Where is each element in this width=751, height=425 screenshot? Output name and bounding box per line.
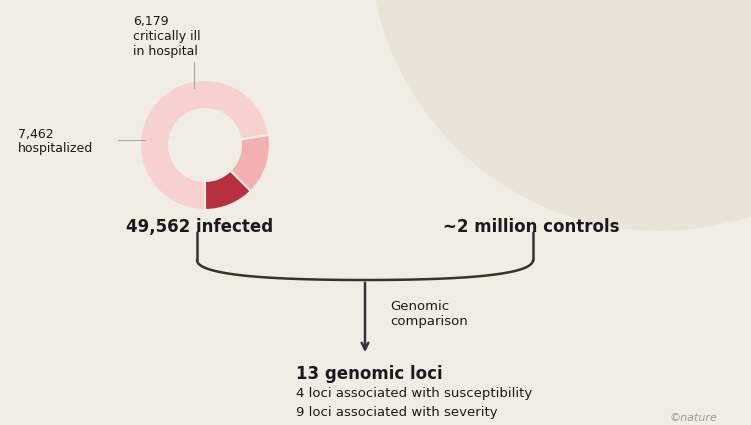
Text: 7,462: 7,462 (18, 128, 53, 141)
Wedge shape (231, 135, 270, 191)
Circle shape (370, 0, 751, 230)
Text: hospitalized: hospitalized (18, 142, 93, 155)
Text: 13 genomic loci: 13 genomic loci (296, 365, 442, 383)
Text: 49,562 infected: 49,562 infected (126, 218, 273, 236)
Text: ~2 million controls: ~2 million controls (443, 218, 620, 236)
Text: 6,179
critically ill
in hospital: 6,179 critically ill in hospital (133, 15, 201, 58)
Text: ©nature: ©nature (669, 413, 717, 423)
Wedge shape (140, 80, 269, 210)
Text: 9 loci associated with severity: 9 loci associated with severity (296, 406, 498, 419)
Wedge shape (205, 170, 251, 210)
Text: 4 loci associated with susceptibility: 4 loci associated with susceptibility (296, 387, 532, 400)
Text: Genomic
comparison: Genomic comparison (390, 300, 468, 328)
